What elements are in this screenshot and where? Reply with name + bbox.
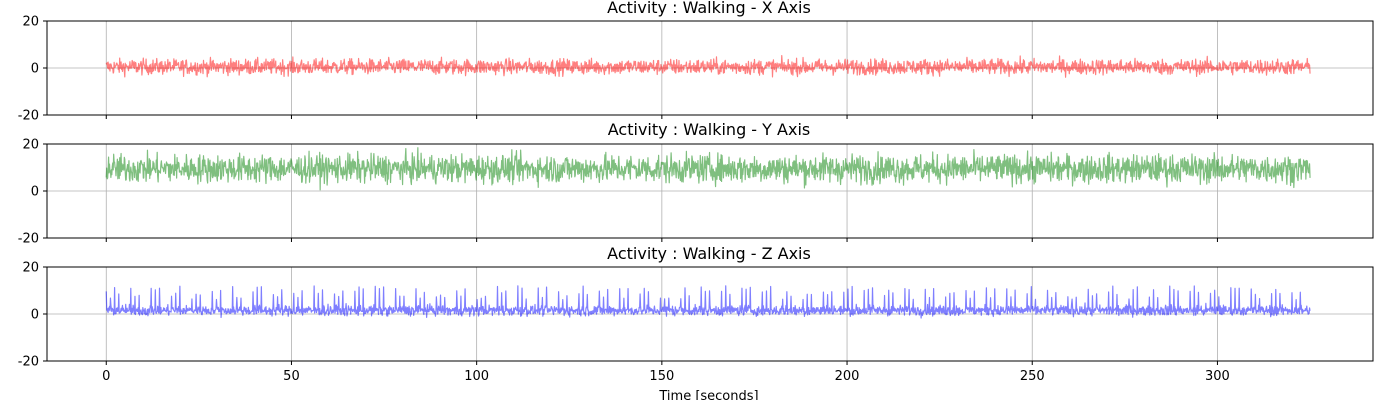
panel-z-ytick-label: 0 — [31, 308, 39, 323]
panel-z-signal-line — [105, 285, 1311, 319]
panel-x-axis: Activity : Walking - X Axis -20 0 20 — [18, 0, 1374, 124]
panel-x-signal-line — [105, 54, 1311, 78]
x-tick-label: 150 — [649, 369, 674, 384]
panel-z-ytick-label: 20 — [22, 261, 39, 276]
x-tick-label: 200 — [835, 369, 860, 384]
panel-z-ytick-label: -20 — [18, 355, 39, 370]
panel-y-ytick-label: -20 — [18, 232, 39, 247]
panel-z-title: Activity : Walking - Z Axis — [607, 244, 811, 263]
panel-y-axis: Activity : Walking - Y Axis -20 0 20 — [18, 120, 1374, 247]
panel-x-ytick-label: 20 — [22, 15, 39, 30]
panel-y-title: Activity : Walking - Y Axis — [608, 120, 810, 139]
x-tick-label: 250 — [1020, 369, 1045, 384]
x-tick-label: 0 — [102, 369, 110, 384]
panel-x-ytick-label: -20 — [18, 109, 39, 124]
panel-y-signal-line — [105, 147, 1311, 191]
panel-y-ytick-label: 20 — [22, 138, 39, 153]
panel-x-title: Activity : Walking - X Axis — [607, 0, 811, 17]
x-tick-label: 100 — [464, 369, 489, 384]
x-axis-label: Time [seconds] — [658, 389, 758, 400]
panel-x-ytick-label: 0 — [31, 62, 39, 77]
x-tick-label: 50 — [283, 369, 300, 384]
panel-y-ytick-label: 0 — [31, 185, 39, 200]
x-tick-label: 300 — [1205, 369, 1230, 384]
